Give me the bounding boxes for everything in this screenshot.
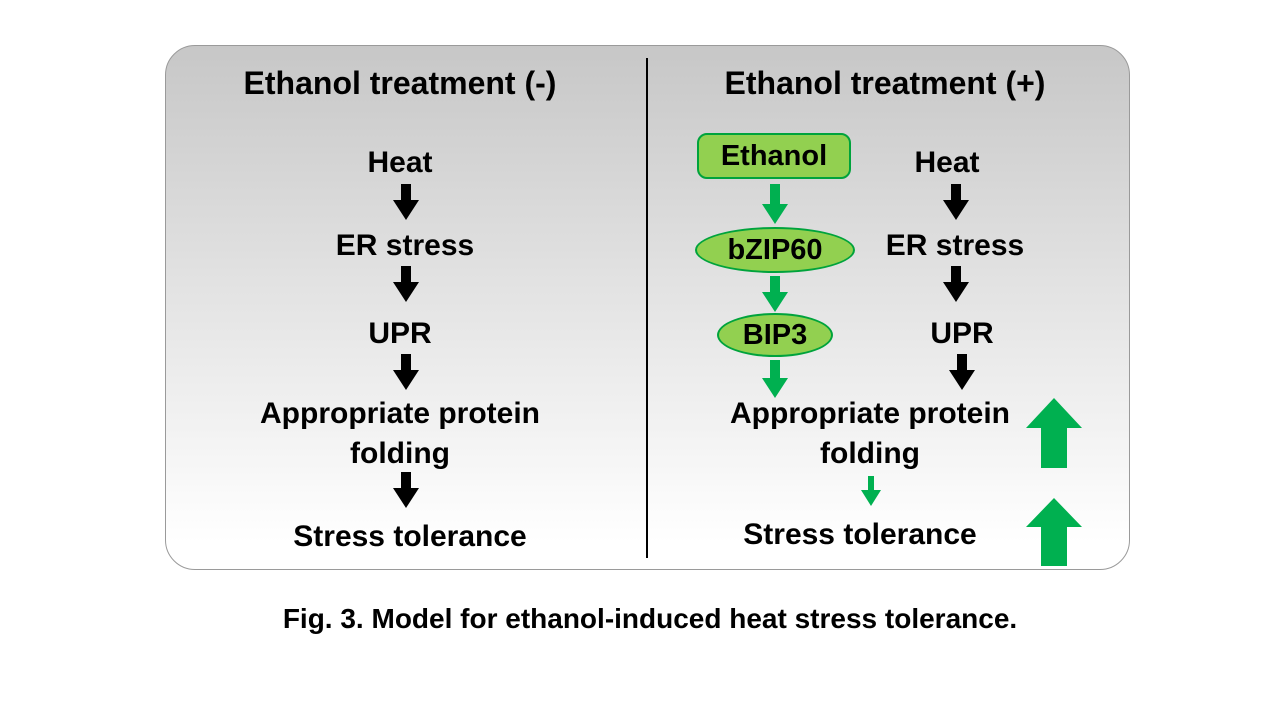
bzip60-node: bZIP60 (695, 227, 855, 273)
up-arrow-icon (1026, 398, 1082, 468)
panel-divider (646, 58, 648, 558)
right-step-protein-folding: Appropriate protein folding (730, 397, 1011, 470)
green-down-arrow-icon (762, 184, 788, 224)
left-step-upr: UPR (368, 317, 432, 350)
right-step-stress-tolerance: Stress tolerance (743, 518, 977, 551)
green-down-arrow-icon (762, 360, 788, 398)
down-arrow-icon (393, 184, 419, 220)
right-panel-title: Ethanol treatment (+) (724, 65, 1046, 101)
right-step-er-stress: ER stress (885, 229, 1025, 262)
bip3-node: BIP3 (717, 313, 833, 357)
up-arrow-icon (1026, 498, 1082, 566)
figure-caption: Fig. 3. Model for ethanol-induced heat s… (282, 603, 1018, 634)
left-step-er-stress: ER stress (335, 229, 475, 262)
right-step-upr: UPR (930, 317, 994, 350)
down-arrow-icon (393, 354, 419, 390)
down-arrow-icon (393, 472, 419, 508)
green-down-arrow-icon (762, 276, 788, 312)
left-step-protein-folding: Appropriate protein folding (260, 397, 541, 470)
down-arrow-icon (943, 184, 969, 220)
down-arrow-icon (943, 266, 969, 302)
down-arrow-icon (949, 354, 975, 390)
right-step-heat: Heat (914, 146, 980, 179)
green-down-arrow-icon (861, 476, 881, 506)
left-panel-title: Ethanol treatment (-) (243, 65, 557, 101)
down-arrow-icon (393, 266, 419, 302)
left-step-heat: Heat (367, 146, 433, 179)
ethanol-node: Ethanol (697, 133, 851, 179)
left-step-stress-tolerance: Stress tolerance (293, 520, 527, 553)
